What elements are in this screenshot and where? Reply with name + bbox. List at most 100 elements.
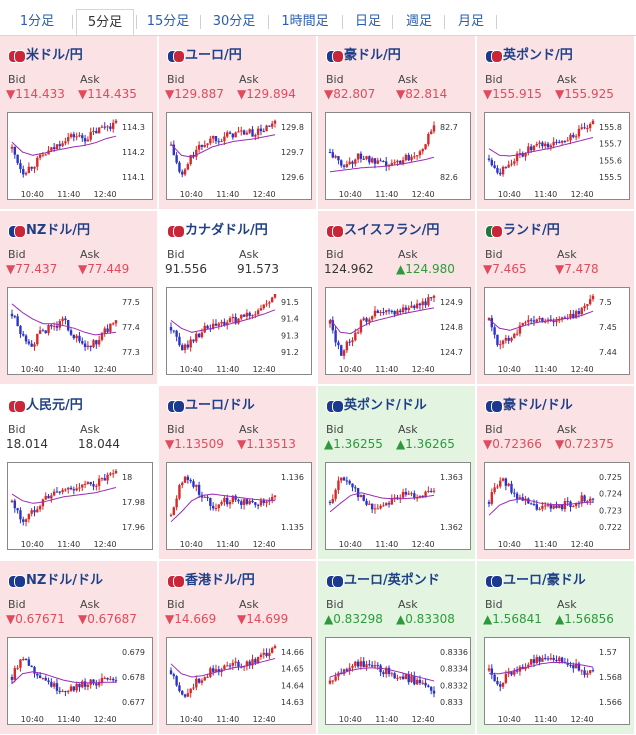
pair-title[interactable]: ユーロ/ドル [167,394,255,413]
candle-body [362,158,365,160]
flag-circle [332,50,344,63]
pair-name[interactable]: スイスフラン/円 [344,223,440,238]
pair-name[interactable]: NZドル/ドル [26,573,104,588]
price-chart[interactable]: 82.7 82.6 10:40 11:40 12:40 [325,112,471,200]
tab-separator [444,15,445,29]
candle-body [513,161,516,164]
candle-body [175,676,178,686]
tab-weekly[interactable]: 週足 [405,14,432,29]
moving-average-line [11,303,117,336]
candle-body [22,333,25,336]
pair-name[interactable]: 英ポンド/円 [503,48,573,63]
pair-panel[interactable]: 豪ドル/円 Bid Ask ▼82.807 ▼82.814 82.7 82.6 10:40 11… [318,36,476,210]
pair-panel[interactable]: 米ドル/円 Bid Ask ▼114.433 ▼114.435 114.3 114.2 114… [0,36,158,210]
pair-name[interactable]: ランド/円 [503,223,560,238]
price-chart[interactable]: 1.363 1.362 10:40 11:40 12:40 [325,462,471,550]
price-chart[interactable]: 124.9 124.8 124.7 10:40 11:40 12:40 [325,287,471,375]
price-chart[interactable]: 1.57 1.568 1.566 10:40 11:40 12:40 [484,637,630,725]
pair-name[interactable]: 香港ドル/円 [185,573,255,588]
pair-name[interactable]: NZドル/円 [26,223,91,238]
pair-title[interactable]: NZドル/円 [8,219,91,238]
price-chart[interactable]: 14.66 14.65 14.64 14.63 10:40 11:40 12:40 [166,637,312,725]
price-chart[interactable]: 0.679 0.678 0.677 10:40 11:40 12:40 [7,637,153,725]
candle-body [52,491,56,496]
pair-name[interactable]: 豪ドル/ドル [503,398,573,413]
pair-panel[interactable]: NZドル/ドル Bid Ask ▼0.67671 ▼0.67687 0.679 0.678 0… [0,561,158,735]
candle-body [499,684,502,687]
candle-body [100,478,104,480]
pair-name[interactable]: ユーロ/豪ドル [503,573,586,588]
pair-name[interactable]: 人民元/円 [26,398,83,413]
pair-panel[interactable]: 英ポンド/円 Bid Ask ▼155.915 ▼155.925 155.8 155.7 15… [477,36,635,210]
pair-name[interactable]: カナダドル/円 [185,223,268,238]
pair-panel[interactable]: 人民元/円 Bid Ask 18.014 18.044 18 17.98 17.96 10:40… [0,386,158,560]
pair-title[interactable]: スイスフラン/円 [326,219,440,238]
x-tick-label: 12:40 [412,540,435,549]
pair-title[interactable]: 人民元/円 [8,394,83,413]
pair-title[interactable]: NZドル/ドル [8,569,104,588]
price-chart[interactable]: 7.5 7.45 7.44 10:40 11:40 12:40 [484,287,630,375]
price-chart[interactable]: 129.8 129.7 129.6 10:40 11:40 12:40 [166,112,312,200]
candle-body [172,674,176,677]
price-chart[interactable]: 114.3 114.2 114.1 10:40 11:40 12:40 [7,112,153,200]
pair-title[interactable]: ユーロ/円 [167,44,242,63]
pair-name[interactable]: 豪ドル/円 [344,48,401,63]
pair-title[interactable]: 香港ドル/円 [167,569,255,588]
candle-body [111,323,115,325]
pair-panel[interactable]: ユーロ/ドル Bid Ask ▼1.13509 ▼1.13513 1.136 1.135 10… [159,386,317,560]
price-chart[interactable]: 18 17.98 17.96 10:40 11:40 12:40 [7,462,153,550]
pair-panel[interactable]: 豪ドル/ドル Bid Ask ▼0.72366 ▼0.72375 0.725 0.724 0.… [477,386,635,560]
pair-title[interactable]: ユーロ/英ポンド [326,569,440,588]
pair-panel[interactable]: NZドル/円 Bid Ask ▼77.437 ▼77.449 77.5 77.4 77.3 10… [0,211,158,385]
candle-body [58,320,61,328]
pair-title[interactable]: 英ポンド/ドル [326,394,427,413]
tab-15min[interactable]: 15分足 [146,14,190,29]
candle-body [36,333,39,345]
pair-title[interactable]: 英ポンド/円 [485,44,573,63]
pair-panel[interactable]: ユーロ/豪ドル Bid Ask ▲1.56841 ▲1.56856 1.57 1.568 1.… [477,561,635,735]
pair-title[interactable]: ランド/円 [485,219,560,238]
tab-1hour[interactable]: 1時間足 [281,14,329,29]
price-chart[interactable]: 91.5 91.4 91.3 91.2 10:40 11:40 12:40 [166,287,312,375]
moving-average-line [170,309,276,333]
pair-name[interactable]: ユーロ/ドル [185,398,255,413]
candle-body [234,661,237,663]
candle-body [527,146,530,153]
pair-panel[interactable]: ランド/円 Bid Ask ▼7.465 ▼7.478 7.5 7.45 7.44 10:40 1… [477,211,635,385]
pair-title[interactable]: ユーロ/豪ドル [485,569,586,588]
price-chart[interactable]: 77.5 77.4 77.3 10:40 11:40 12:40 [7,287,153,375]
pair-panel[interactable]: ユーロ/英ポンド Bid Ask ▲0.83298 ▲0.83308 0.8336 0.83… [318,561,476,735]
x-tick-label: 11:40 [534,715,557,724]
pair-title[interactable]: カナダドル/円 [167,219,268,238]
pair-panel[interactable]: スイスフラン/円 Bid Ask 124.962 ▲124.980 124.9 124.8 1… [318,211,476,385]
pair-title[interactable]: 米ドル/円 [8,44,83,63]
tab-daily[interactable]: 日足 [354,14,381,29]
y-tick-label: 114.2 [122,148,145,157]
candle-body [342,350,346,356]
pair-panel[interactable]: ユーロ/円 Bid Ask ▼129.887 ▼129.894 129.8 129.7 129… [159,36,317,210]
ask-label: Ask [557,248,577,261]
pair-title[interactable]: 豪ドル/ドル [485,394,573,413]
pair-name[interactable]: ユーロ/英ポンド [344,573,440,588]
candle-body [61,318,64,321]
currency-flag-icon [167,225,185,238]
price-chart[interactable]: 155.8 155.7 155.6 155.5 10:40 11:40 12:40 [484,112,630,200]
tab-monthly[interactable]: 月足 [457,14,484,29]
price-chart[interactable]: 0.725 0.724 0.723 0.722 10:40 11:40 12:40 [484,462,630,550]
pair-panel[interactable]: カナダドル/円 Bid Ask 91.556 91.573 91.5 91.4 91.3 91.… [159,211,317,385]
candle-body [186,164,190,170]
pair-name[interactable]: 英ポンド/ドル [344,398,427,413]
pair-name[interactable]: 米ドル/円 [26,48,83,63]
tab-30min[interactable]: 30分足 [212,14,256,29]
pair-panel[interactable]: 英ポンド/ドル Bid Ask ▲1.36255 ▲1.36265 1.363 1.362 1… [318,386,476,560]
candle-body [365,318,368,322]
tab-1min[interactable]: 1分足 [19,14,55,29]
ask-label: Ask [557,73,577,86]
price-chart[interactable]: 0.8336 0.8334 0.8332 0.833 10:40 11:40 12:40 [325,637,471,725]
pair-title[interactable]: 豪ドル/円 [326,44,401,63]
tab-5min[interactable]: 5分足 [76,9,134,37]
candle-body [78,683,81,688]
price-chart[interactable]: 1.136 1.135 10:40 11:40 12:40 [166,462,312,550]
pair-panel[interactable]: 香港ドル/円 Bid Ask ▼14.669 ▼14.699 14.66 14.65 14.6… [159,561,317,735]
pair-name[interactable]: ユーロ/円 [185,48,242,63]
